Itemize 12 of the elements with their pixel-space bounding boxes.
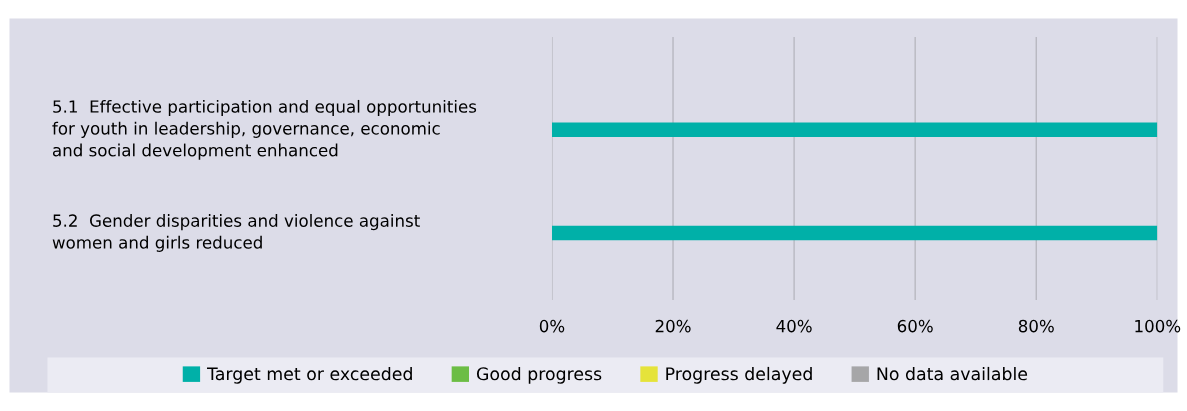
- legend-label: Target met or exceeded: [207, 366, 412, 384]
- x-tick-label: 0%: [539, 319, 565, 333]
- x-tick-label: 60%: [897, 319, 933, 333]
- x-tick-label: 40%: [776, 319, 812, 333]
- legend-label: Progress delayed: [666, 366, 812, 384]
- x-tick-label: 100%: [1135, 319, 1181, 333]
- y-tick-label: 5.2 Gender disparities and violence against women and girls reduced: [52, 214, 420, 252]
- legend-label: Good progress: [476, 366, 602, 384]
- x-tick-label: 20%: [655, 319, 691, 333]
- legend-label: No data available: [877, 366, 1028, 381]
- x-tick-label: 80%: [1018, 319, 1054, 333]
- y-tick-label: 5.1 Effective participation and equal opportunities for youth in leadership, governance, economic and social development enhanced: [52, 99, 477, 160]
